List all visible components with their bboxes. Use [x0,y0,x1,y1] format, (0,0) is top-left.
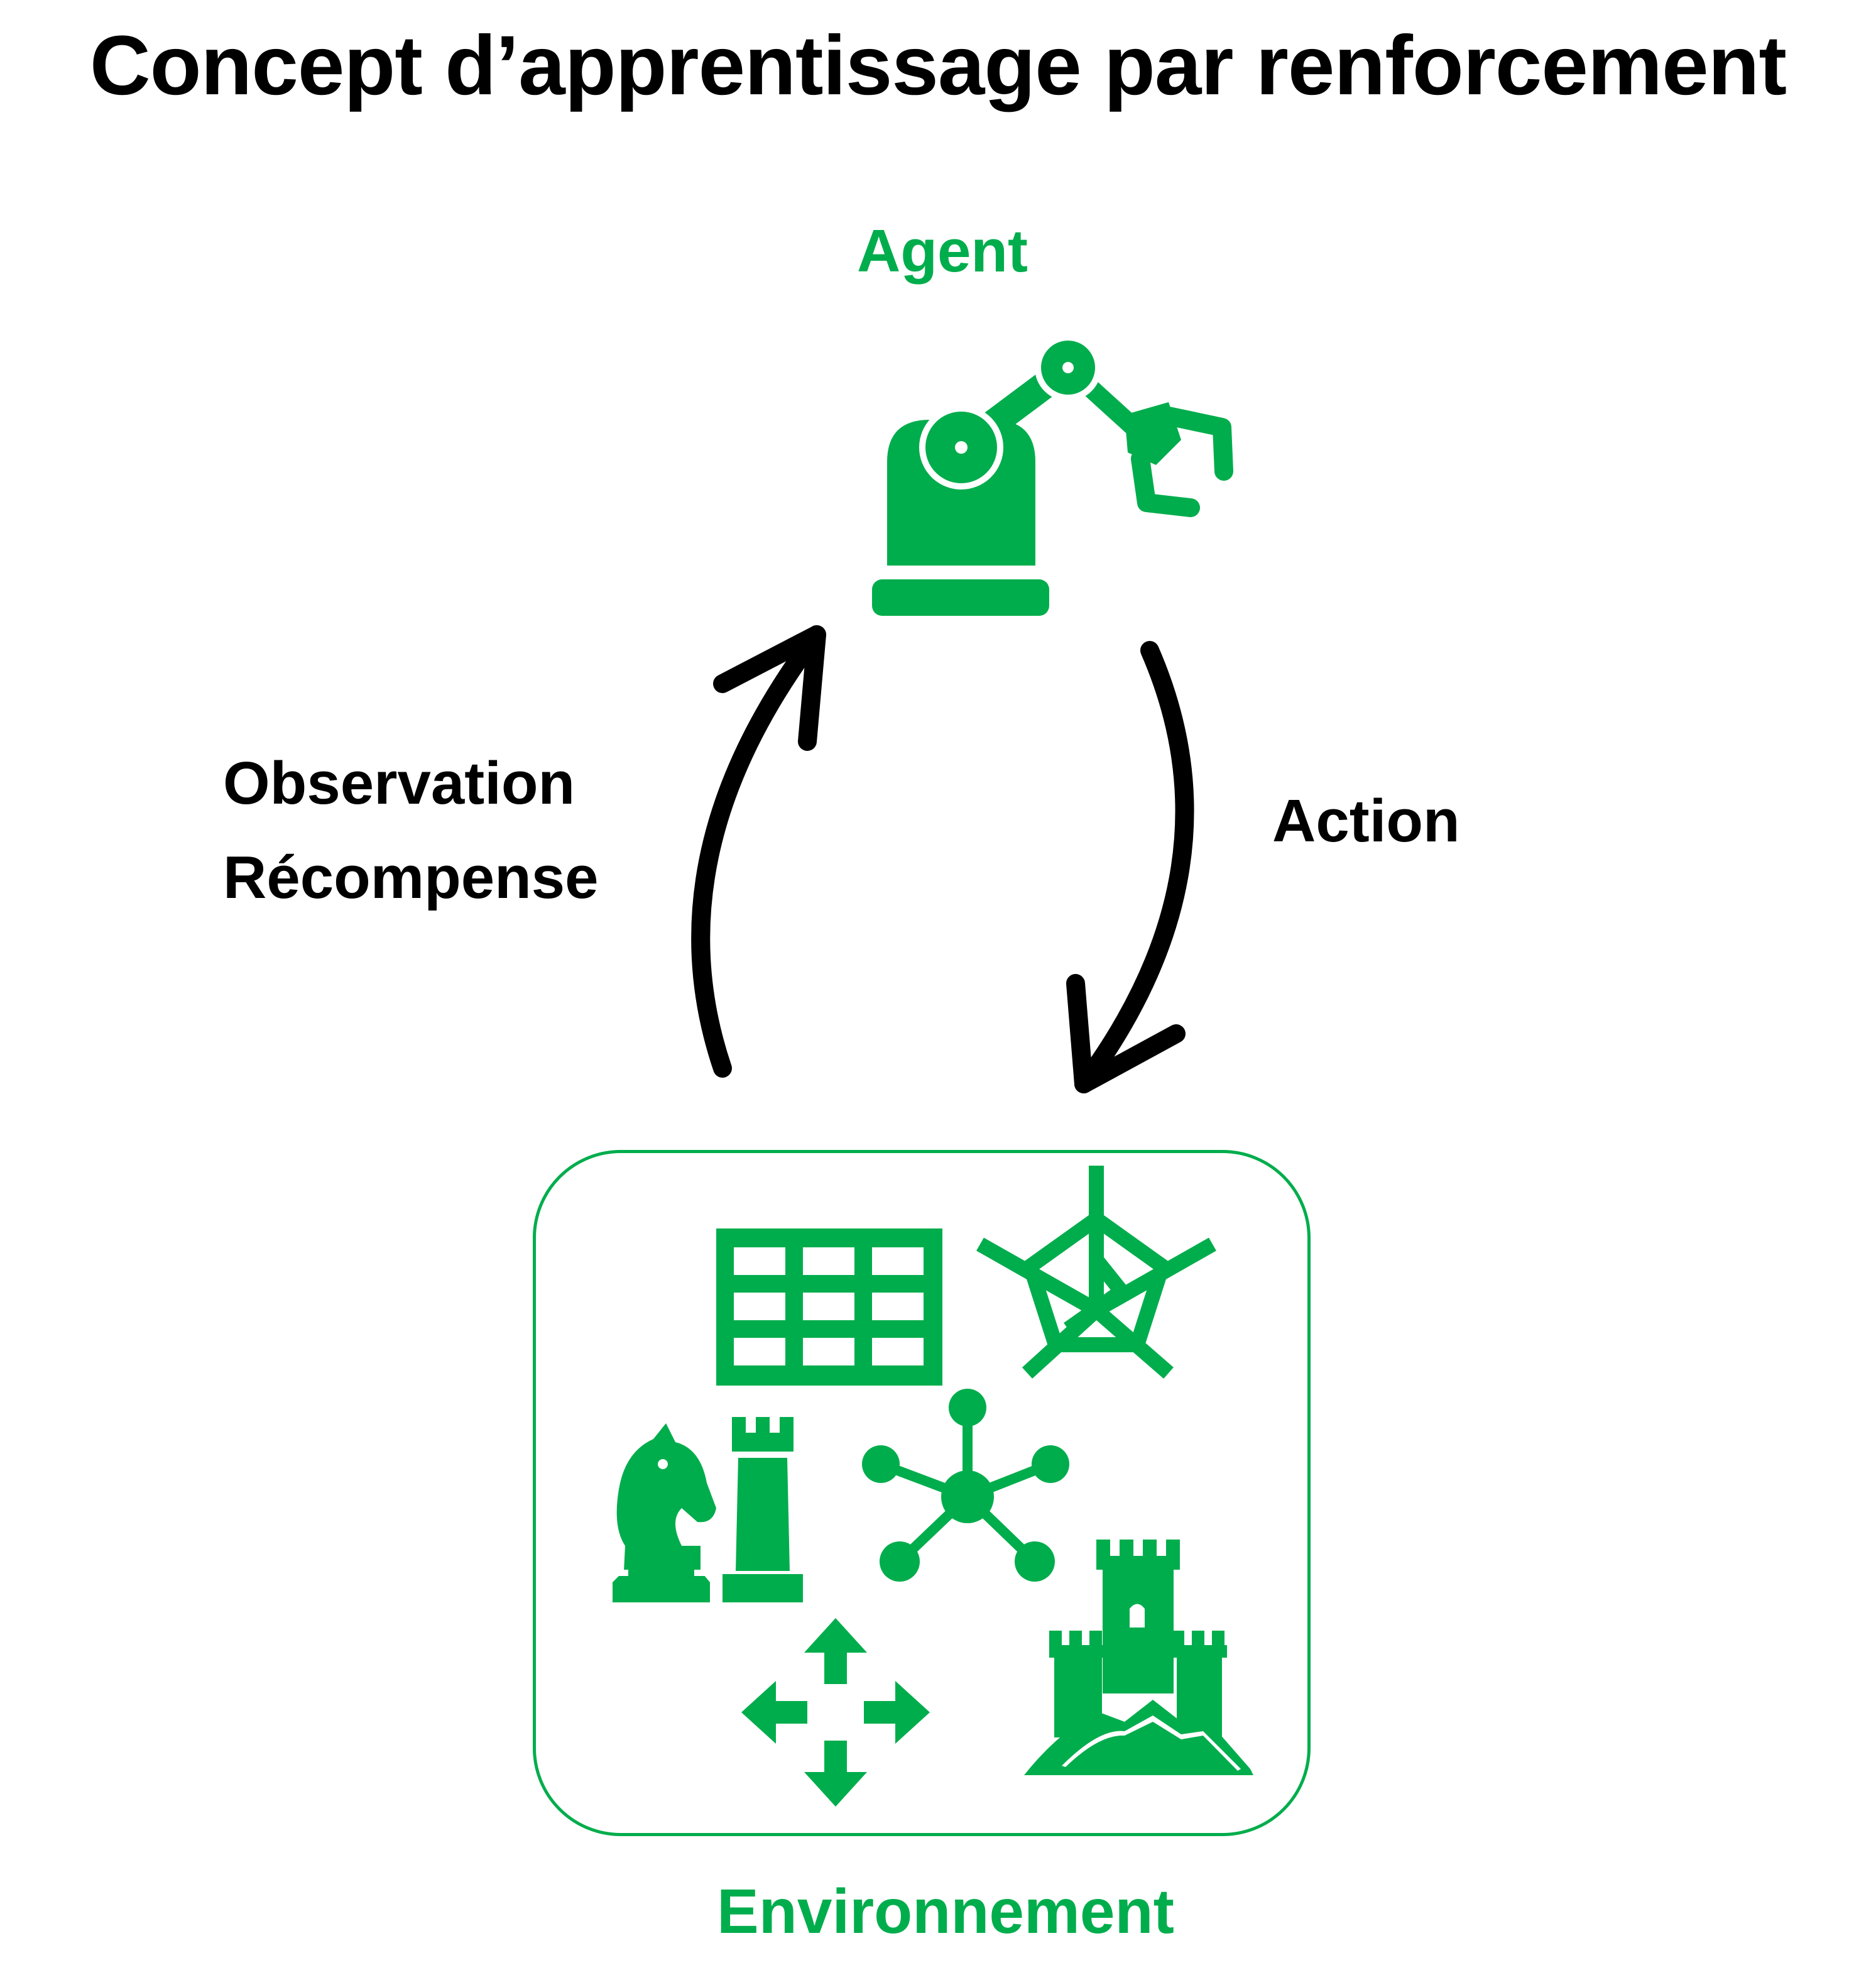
observation-reward-label: Observation Récompense [223,736,599,925]
environment-box [533,1150,1311,1836]
castle-icon [1024,1540,1253,1775]
robot-arm-icon [872,334,1233,616]
reward-text: Récompense [223,844,599,911]
network-hub-icon [862,1389,1069,1582]
page-title: Concept d’apprentissage par renforcement [89,19,1787,112]
agent-label: Agent [857,217,1028,285]
chess-pieces-icon [609,1417,803,1602]
radar-chart-icon [976,1166,1216,1379]
observation-text: Observation [223,750,575,817]
move-arrows-icon [741,1618,930,1807]
action-label: Action [1272,787,1460,855]
environment-label: Environnement [717,1876,1174,1947]
grid-table-icon [716,1228,942,1386]
